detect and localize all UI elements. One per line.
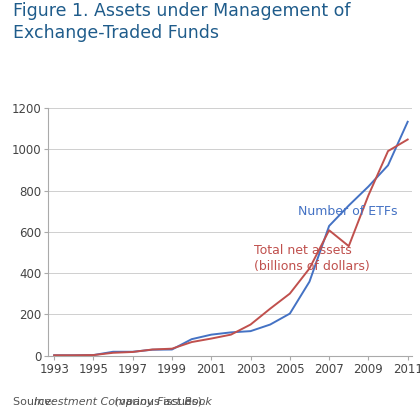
Text: Investment Company Fact Book: Investment Company Fact Book	[34, 397, 213, 407]
Text: (various issues).: (various issues).	[111, 397, 206, 407]
Text: Figure 1. Assets under Management of
Exchange-Traded Funds: Figure 1. Assets under Management of Exc…	[13, 2, 350, 42]
Text: Source:: Source:	[13, 397, 58, 407]
Text: Total net assets
(billions of dollars): Total net assets (billions of dollars)	[255, 244, 370, 273]
Text: Number of ETFs: Number of ETFs	[298, 205, 397, 218]
